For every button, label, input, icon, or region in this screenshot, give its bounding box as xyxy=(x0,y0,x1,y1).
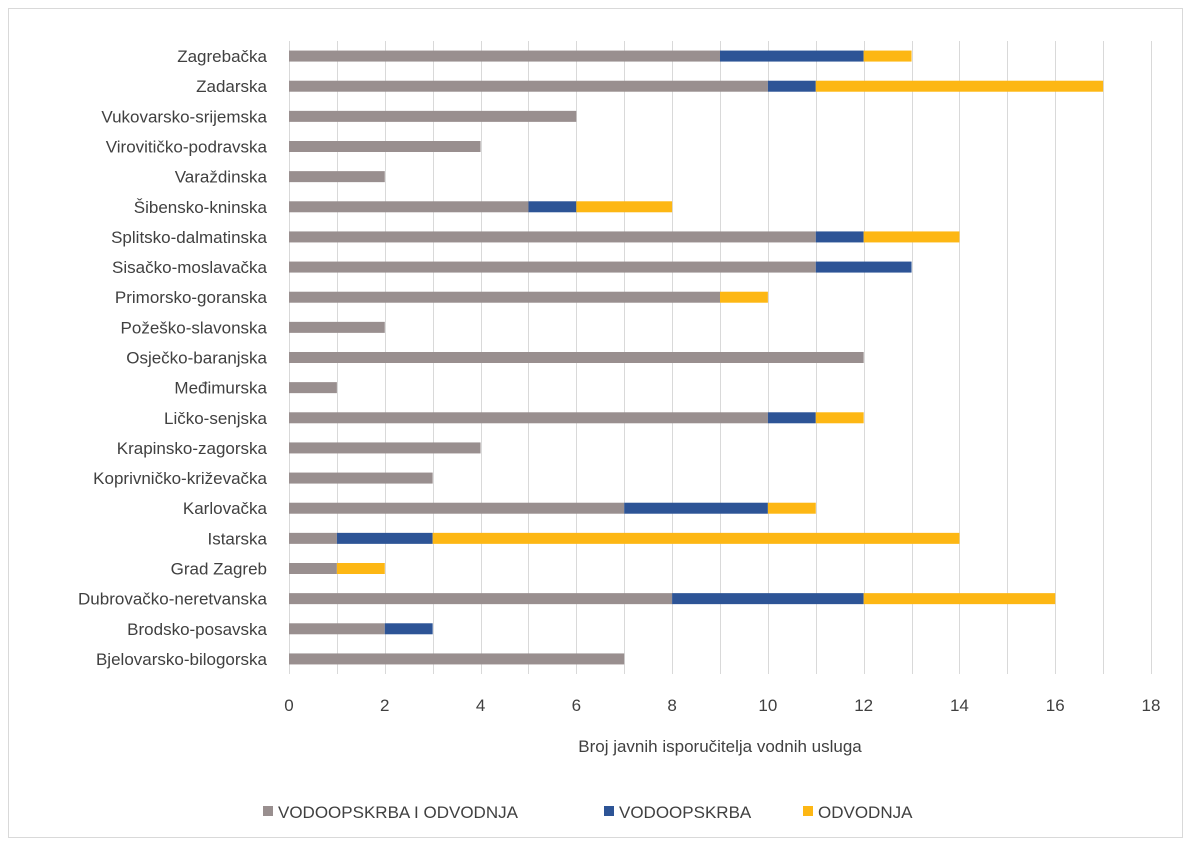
bar-segment xyxy=(289,472,433,484)
legend-swatch xyxy=(263,806,273,816)
bar-segment xyxy=(863,50,912,62)
x-tick-label: 0 xyxy=(284,696,293,715)
bar-segment xyxy=(336,532,433,544)
x-tick-labels: 0 2 4 6 8 10 12 14 16 18 xyxy=(284,696,1160,715)
bar-segment xyxy=(815,412,864,424)
category-label: Primorsko-goranska xyxy=(115,288,268,307)
bar-segment xyxy=(289,171,385,183)
category-label: Bjelovarsko-bilogorska xyxy=(96,650,268,669)
bar-segment xyxy=(815,80,1104,92)
legend: VODOOPSKRBA I ODVODNJA VODOOPSKRBA ODVODNJ… xyxy=(263,803,913,822)
category-label: Dubrovačko-neretvanska xyxy=(78,590,268,609)
bar-segment xyxy=(289,201,529,213)
bar-segment xyxy=(289,141,481,152)
category-label: Karlovačka xyxy=(183,499,268,518)
legend-swatch xyxy=(803,806,813,816)
bar-segment xyxy=(289,231,816,243)
bar-segment xyxy=(720,50,864,62)
x-tick-label: 8 xyxy=(667,696,676,715)
category-labels: Zagrebačka Zadarska Vukovarsko-srijemska Vi… xyxy=(78,47,268,669)
bar-segment xyxy=(624,502,768,514)
legend-label: VODOOPSKRBA xyxy=(619,803,752,822)
x-tick-label: 18 xyxy=(1142,696,1161,715)
category-label: Krapinsko-zagorska xyxy=(117,439,268,458)
bar-segment xyxy=(289,563,337,574)
bar-segment xyxy=(672,593,864,605)
x-tick-label: 12 xyxy=(854,696,873,715)
bar-segment xyxy=(289,110,577,122)
category-label: Sisačko-moslavačka xyxy=(112,258,267,277)
bar-segment xyxy=(863,593,1056,605)
category-label: Požeško-slavonska xyxy=(121,318,268,337)
category-label: Koprivničko-križevačka xyxy=(93,469,267,488)
bar-segment xyxy=(289,50,720,62)
bar-segment xyxy=(289,412,768,424)
bar-segment xyxy=(815,261,912,273)
bar-segment xyxy=(767,80,816,92)
bar-segment xyxy=(863,231,960,243)
category-label: Virovitičko-podravska xyxy=(106,138,268,157)
bar-segment xyxy=(289,593,673,605)
category-label: Zagrebačka xyxy=(177,47,267,66)
x-tick-label: 6 xyxy=(572,696,581,715)
bar-segment xyxy=(336,563,385,574)
bar-segment xyxy=(576,201,673,213)
category-label: Osječko-baranjska xyxy=(126,349,267,368)
category-label: Ličko-senjska xyxy=(164,409,268,428)
category-label: Grad Zagreb xyxy=(171,560,267,579)
legend-label: VODOOPSKRBA I ODVODNJA xyxy=(278,803,519,822)
category-label: Vukovarsko-srijemska xyxy=(101,107,267,126)
bar-segment xyxy=(815,231,864,243)
bar-segment xyxy=(289,653,625,665)
bar-segment xyxy=(289,352,864,363)
bars xyxy=(289,50,1104,665)
bar-segment xyxy=(289,442,481,454)
bar-segment xyxy=(289,291,720,303)
x-tick-label: 2 xyxy=(380,696,389,715)
x-axis-title: Broj javnih isporučitelja vodnih usluga xyxy=(578,737,862,756)
category-label: Varaždinska xyxy=(175,168,268,187)
legend-swatch xyxy=(604,806,614,816)
legend-label: ODVODNJA xyxy=(818,803,913,822)
bar-segment xyxy=(289,261,816,273)
bar-segment xyxy=(289,532,337,544)
category-label: Zadarska xyxy=(196,77,267,96)
bar-segment xyxy=(528,201,577,213)
category-label: Šibensko-kninska xyxy=(134,198,268,217)
category-label: Brodsko-posavska xyxy=(127,620,267,639)
x-tick-label: 14 xyxy=(950,696,969,715)
x-tick-label: 16 xyxy=(1046,696,1065,715)
bar-segment xyxy=(289,502,625,514)
bar-segment xyxy=(289,80,768,92)
category-label: Istarska xyxy=(207,529,267,548)
category-label: Međimurska xyxy=(174,379,267,398)
bar-segment xyxy=(720,291,768,303)
bar-segment xyxy=(432,532,960,544)
x-tick-label: 4 xyxy=(476,696,485,715)
category-label: Splitsko-dalmatinska xyxy=(111,228,267,247)
bar-segment xyxy=(384,623,433,635)
x-tick-label: 10 xyxy=(758,696,777,715)
bar-segment xyxy=(289,382,337,394)
bar-segment xyxy=(289,321,385,333)
bar-segment xyxy=(289,623,385,635)
bar-segment xyxy=(767,412,816,424)
bar-segment xyxy=(767,502,816,514)
